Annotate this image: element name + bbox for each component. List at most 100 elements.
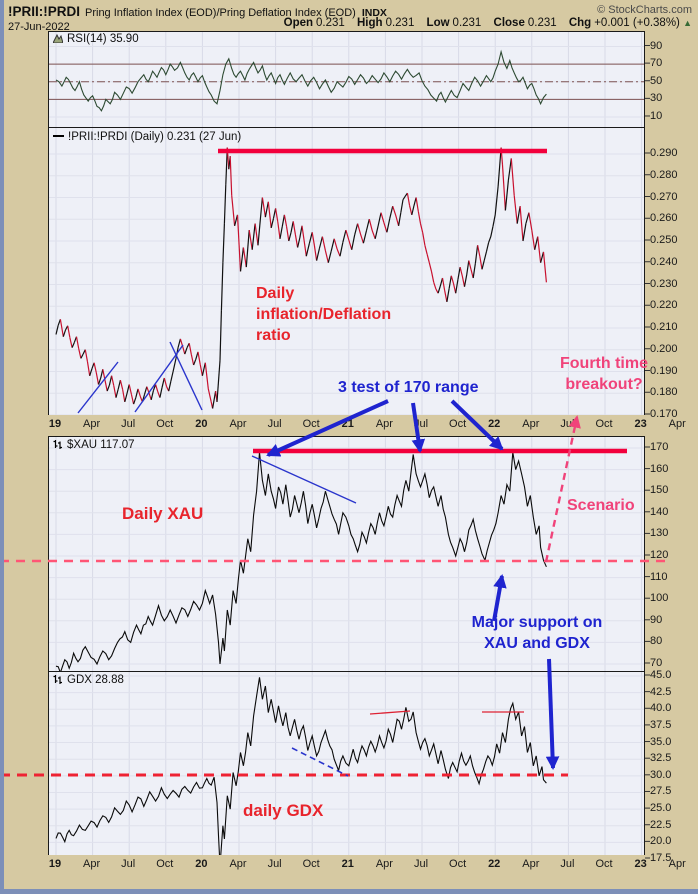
y-axis-label: 42.5	[650, 685, 672, 698]
y-axis-label: 32.5	[650, 752, 672, 765]
chart-date: 27-Jun-2022	[8, 21, 70, 33]
y-axis-label: 90	[650, 613, 663, 626]
bottom-edge-bar	[0, 889, 698, 894]
y-axis-label: 25.0	[650, 802, 672, 815]
x-axis-label: 20	[195, 418, 208, 430]
x-axis-label: Oct	[449, 858, 467, 870]
y-axis-label: 110	[650, 570, 668, 583]
close-value: 0.231	[527, 17, 557, 29]
y-axis-label: 40.0	[650, 702, 672, 715]
x-axis-label: Jul	[267, 418, 282, 430]
bars-icon	[53, 674, 63, 687]
y-axis-label: 0.280	[650, 168, 678, 181]
open-value: 0.231	[316, 17, 345, 29]
y-axis-label: 45.0	[650, 669, 672, 681]
x-axis-label: Jul	[413, 858, 429, 870]
high-value: 0.231	[385, 17, 415, 29]
x-axis-label: Apr	[668, 418, 686, 430]
annotation-daily-xau: Daily XAU	[122, 504, 204, 523]
gdx-plot	[48, 671, 645, 856]
y-axis-label: 20.0	[650, 835, 672, 848]
x-axis-label: Jul	[560, 858, 575, 870]
x-axis-label: Oct	[302, 858, 320, 870]
stockcharts-link[interactable]: © StockCharts.com	[597, 4, 692, 16]
x-axis-label: 19	[48, 418, 62, 430]
annotation-major-support: Major support on XAU and GDX	[471, 614, 603, 652]
y-axis-label: 150	[650, 484, 669, 497]
y-axis-label: 0.260	[650, 212, 678, 225]
y-axis-label: 90	[650, 39, 663, 52]
annotation-fourth-breakout: Fourth time breakout?	[560, 355, 648, 393]
x-axis-label: Apr	[229, 418, 247, 430]
low-value: 0.231	[452, 17, 482, 29]
x-axis-label: Oct	[302, 418, 320, 430]
gdx-panel-label: GDX 28.88	[53, 674, 124, 687]
y-axis-label: 37.5	[650, 718, 672, 731]
annotation-daily-gdx: daily GDX	[243, 801, 324, 820]
ohlc-readout: Open 0.231 High 0.231 Low 0.231 Close 0.231 …	[275, 17, 692, 29]
exchange-label: INDX	[361, 7, 387, 19]
x-axis-label: Oct	[156, 418, 174, 430]
ticker-description: Pring Inflation Index (EOD)/Pring Deflat…	[85, 7, 356, 19]
x-axis-label: 21	[341, 418, 354, 430]
y-axis-label: 80	[650, 635, 663, 648]
left-edge-bar	[0, 0, 4, 894]
x-axis-label: 21	[341, 858, 354, 870]
y-axis-label: 0.220	[650, 299, 678, 312]
x-axis-label: 23	[634, 418, 647, 430]
close-label: Close	[493, 17, 525, 29]
x-axis-label: 20	[195, 858, 208, 870]
up-arrow-icon: ▲	[683, 18, 692, 28]
x-axis-strip-lower: 19 Apr Jul Oct 20 Apr Jul Oct 21 Apr Jul Oct 22 Apr Ju…	[0, 855, 698, 876]
y-axis-label: 70	[650, 657, 663, 669]
bars-icon	[53, 439, 63, 452]
x-axis-label: 22	[488, 858, 501, 870]
y-axis-label: 130	[650, 527, 669, 540]
open-label: Open	[283, 17, 314, 29]
annotation-inflation-deflation-ratio: Daily inflation/Deflation ratio	[256, 285, 392, 344]
y-axis-label: 0.190	[650, 364, 678, 377]
change-value: +0.001 (+0.38%)	[594, 17, 680, 29]
y-axis-label: 100	[650, 592, 669, 605]
rsi-panel-label: RSI(14) 35.90	[52, 33, 139, 46]
x-axis-label: Apr	[375, 418, 393, 430]
y-axis-label: 27.5	[650, 785, 672, 798]
x-axis-label: 19	[48, 858, 62, 870]
y-axis-label: 35.0	[650, 735, 672, 748]
y-axis-label: 0.290	[650, 147, 678, 159]
x-axis-label: Jul	[560, 418, 575, 430]
ratio-panel-label: !PRII:!PRDI (Daily) 0.231 (27 Jun)	[53, 131, 241, 143]
annotation-three-tests: 3 test of 170 range	[338, 379, 479, 396]
x-axis-label: Oct	[595, 858, 613, 870]
x-axis-label: Apr	[668, 858, 686, 870]
annotation-scenario: Scenario	[567, 497, 635, 514]
ticker-symbol: !PRII:!PRDI	[8, 4, 80, 19]
x-axis-label: Apr	[522, 858, 540, 870]
y-axis-label: 0.210	[650, 321, 678, 333]
y-axis-label: 170	[650, 441, 669, 453]
x-axis-label: Jul	[413, 418, 429, 430]
y-axis-label: 0.250	[650, 234, 678, 246]
x-axis-strip-upper: 19 Apr Jul Oct 20 Apr Jul Oct 21 Apr Jul Oct 22 Apr Ju…	[0, 415, 698, 436]
y-axis-label: 50	[650, 74, 663, 87]
y-axis-label: 17.5	[650, 852, 672, 864]
line-style-icon	[53, 135, 64, 137]
area-indicator-icon	[52, 33, 64, 46]
x-axis-label: 22	[488, 418, 501, 430]
y-axis-label: 0.180	[650, 386, 678, 399]
x-axis-label: Apr	[83, 418, 101, 430]
y-axis-label: 0.170	[650, 408, 678, 420]
y-axis-label: 0.200	[650, 342, 678, 355]
x-axis-label: 23	[634, 858, 647, 870]
y-axis-label: 10	[650, 109, 663, 122]
x-axis-label: Oct	[595, 418, 613, 430]
xau-panel-label: $XAU 117.07	[53, 439, 135, 452]
x-axis-label: Jul	[121, 418, 136, 430]
y-axis-label: 70	[650, 57, 663, 70]
y-axis-label: 0.270	[650, 190, 678, 203]
y-axis-label: 0.230	[650, 277, 678, 290]
x-axis-label: Jul	[267, 858, 282, 870]
change-label: Chg	[568, 17, 592, 29]
x-axis-label: Apr	[375, 858, 393, 870]
